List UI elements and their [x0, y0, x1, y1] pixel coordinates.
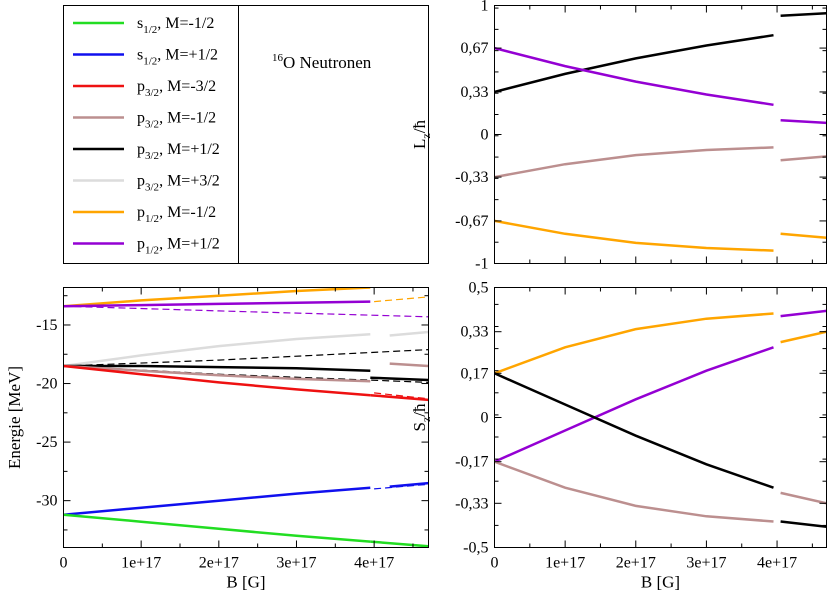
x-tick-label: 0 [60, 555, 68, 572]
plot-frame [63, 287, 429, 548]
series-area [63, 276, 429, 548]
legend-entry-p12m: p1/2, M=-1/2 [73, 204, 216, 225]
series-line-p32p1 [63, 364, 371, 372]
x-axis-label: B [G] [226, 573, 265, 592]
figure-title: 16O Neutronen [272, 52, 372, 72]
x-tick-label: 1e+17 [121, 555, 161, 572]
series-line-p12p [63, 300, 371, 308]
x-tick-label: 0 [491, 555, 499, 572]
legend-label: p1/2, M=+1/2 [137, 236, 220, 257]
series-line-p32m1 [494, 460, 774, 523]
legend-entry-p32m3: p3/2, M=-3/2 [73, 78, 216, 99]
legend-entry-p32p1: p3/2, M=+1/2 [73, 141, 220, 162]
y-tick-label: -20 [36, 376, 57, 393]
y-axis-label: Sz/ħ [410, 403, 433, 432]
series-line-s12p [389, 481, 429, 488]
y-tick-label: 0,67 [461, 40, 489, 57]
y-tick-label: -0,33 [455, 495, 488, 512]
chart-lz: 1 0,67 0,33 0 -0,33 -0,67 -1 Lz/ħ [410, 0, 827, 273]
legend-label: p3/2, M=+1/2 [137, 141, 220, 162]
plot-frame [494, 5, 827, 264]
x-tick-label: 1e+17 [545, 555, 585, 572]
legend-label: p3/2, M=-1/2 [137, 110, 216, 131]
series-line-p12p [390, 276, 429, 278]
y-tick-label: -25 [36, 434, 57, 451]
y-tick-label: 0,33 [461, 324, 489, 341]
y-tick-label: -0,5 [463, 540, 488, 557]
series-line-p12m [63, 287, 371, 308]
series-dashed-p12m [374, 296, 429, 303]
series-line-p32p3 [389, 330, 429, 337]
x-tick-label: 2e+17 [199, 555, 239, 572]
series-line-p32m1 [780, 491, 827, 505]
legend-label: s1/2, M=+1/2 [137, 47, 218, 68]
series-line-p32p1 [494, 372, 774, 489]
series-line-p32p1 [494, 33, 774, 94]
y-tick-label: -15 [36, 317, 57, 334]
y-tick-label: -0,17 [455, 454, 488, 471]
legend-label: p3/2, M=-3/2 [137, 78, 216, 99]
legend-label: s1/2, M=-1/2 [137, 15, 214, 36]
legend-entry-p32p3: p3/2, M=+3/2 [73, 173, 220, 194]
series-line-p32p3 [63, 333, 371, 368]
legend-panel: s1/2, M=-1/2 s1/2, M=+1/2 p3/2, M=-3/2 p3/2… [63, 5, 429, 264]
x-tick-label: 2e+17 [616, 555, 656, 572]
chart-energy: 0 1e+17 2e+17 3e+17 4e+17 -30 -25 -20 -15 B [G] En… [5, 276, 429, 592]
series-line-p12m [494, 312, 774, 375]
series-line-p12p [780, 309, 827, 318]
series-line-p12m [780, 330, 827, 344]
series-area [494, 309, 827, 528]
y-tick-label: -0,67 [455, 213, 488, 230]
legend-entry-p32m1: p3/2, M=-1/2 [73, 110, 216, 131]
series-line-p12m [494, 219, 774, 252]
legend-entry-p12p: p1/2, M=+1/2 [73, 236, 220, 257]
series-line-p12m [780, 232, 827, 239]
x-tick-label: 3e+17 [276, 555, 316, 572]
y-tick-label: -0,33 [455, 169, 488, 186]
y-tick-label: -30 [36, 493, 57, 510]
series-line-p32m1 [780, 155, 827, 162]
series-dashed-p12p [63, 305, 429, 318]
series-line-p12p [494, 346, 774, 463]
y-tick-label: 1 [481, 0, 489, 15]
y-axis-label: Lz/ħ [410, 120, 433, 149]
series-line-p32p1 [780, 520, 827, 528]
series-line-p32p1 [370, 376, 429, 382]
x-tick-label: 4e+17 [757, 555, 797, 572]
series-line-s12m [370, 540, 429, 548]
series-line-p12p [494, 46, 774, 107]
legend-entry-s12p: s1/2, M=+1/2 [73, 47, 218, 68]
series-line-p12m [390, 282, 429, 286]
y-tick-label: 0,33 [461, 84, 489, 101]
series-dashed-s12p [374, 483, 429, 490]
x-tick-label: 4e+17 [354, 555, 394, 572]
x-tick-label: 3e+17 [686, 555, 726, 572]
y-tick-label: 0 [481, 127, 489, 144]
series-line-p32m3 [63, 364, 371, 397]
y-axis-label: Energie [MeV] [5, 366, 24, 469]
series-line-s12m [63, 513, 371, 543]
series-line-p32m1 [494, 146, 774, 179]
y-tick-label: 0,17 [461, 365, 489, 382]
legend-label: p3/2, M=+3/2 [137, 173, 220, 194]
series-line-p32p1 [780, 11, 827, 18]
y-tick-label: 0 [481, 410, 489, 427]
series-line-p12p [780, 119, 827, 125]
series-area [494, 11, 827, 252]
y-tick-label: 0,5 [469, 280, 489, 297]
chart-sz: 0 1e+17 2e+17 3e+17 4e+17 0,5 0,33 0,17 0 -0,17 -0… [410, 280, 827, 592]
series-line-p32m1 [63, 364, 371, 383]
series-dashed-p32p1 [63, 349, 429, 367]
x-axis-label: B [G] [641, 573, 680, 592]
series-line-p32m3 [370, 393, 429, 402]
series-line-p32m1 [389, 362, 429, 368]
legend-label: p1/2, M=-1/2 [137, 204, 216, 225]
series-line-s12p [63, 486, 371, 516]
series-dashed-p32m3 [374, 392, 429, 400]
legend-entry-s12m: s1/2, M=-1/2 [73, 15, 214, 36]
y-tick-label: -1 [475, 256, 488, 273]
